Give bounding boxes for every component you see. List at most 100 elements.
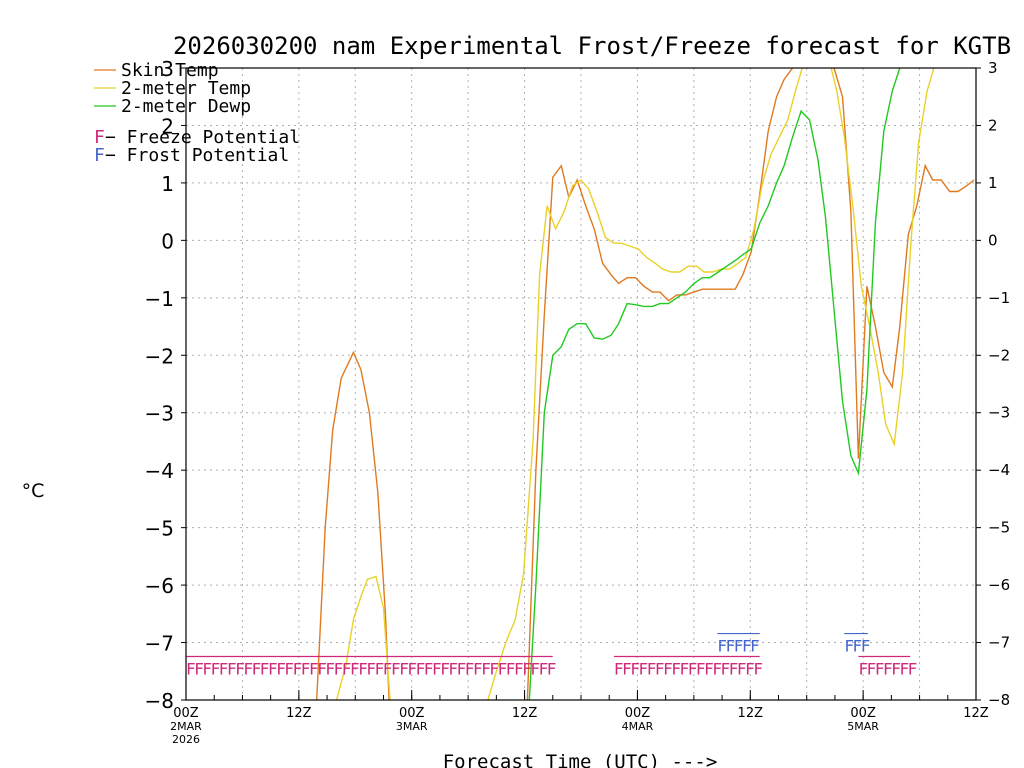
y-tick-label-right: 0 — [988, 231, 998, 249]
freeze-marker: F — [514, 660, 524, 679]
x-tick-label: 12Z — [512, 706, 538, 721]
legend-label: 2-meter Dewp — [121, 96, 251, 117]
freeze-marker: F — [481, 660, 491, 679]
x-tick-label: 12Z — [963, 706, 989, 721]
x-tick-date: 2MAR — [170, 720, 202, 733]
freeze-marker: F — [745, 660, 755, 679]
legend-label: Skin Temp — [121, 60, 219, 81]
freeze-marker: F — [284, 660, 294, 679]
freeze-marker: F — [737, 660, 747, 679]
frost-marker: F — [853, 637, 863, 656]
freeze-marker: F — [899, 660, 909, 679]
freeze-marker: F — [399, 660, 409, 679]
y-tick-label-right: 2 — [988, 116, 998, 134]
axes: −8 −8 −7 −7 −6 −6 −5 −5 −4 −4 −3 −3 −2 −2 −1 −1 0 0 1 1 2 2 3 3… — [145, 57, 1011, 746]
freeze-marker: F — [891, 660, 901, 679]
y-tick-label-left: −8 — [145, 689, 174, 713]
legend-label: 2-meter Temp — [121, 78, 251, 99]
freeze-marker: F — [252, 660, 262, 679]
freeze-marker: F — [655, 660, 665, 679]
freeze-marker: F — [875, 660, 885, 679]
legend-potential-symbol: F — [94, 145, 105, 166]
y-tick-label-left: −6 — [145, 574, 174, 598]
freeze-marker: F — [858, 660, 868, 679]
legend-potential-label: − Frost Potential — [105, 145, 289, 166]
x-tick-year: 2026 — [172, 733, 200, 746]
freeze-marker: F — [301, 660, 311, 679]
freeze-marker: F — [883, 660, 893, 679]
potential-markers: FFFFFFFFFFFFFFFFFFFFFFFFFFFFFFFFFFFFFFFF… — [186, 632, 917, 679]
legend-potential-label: − Freeze Potential — [105, 127, 300, 148]
y-tick-label-right: −6 — [988, 576, 1010, 594]
series-line-2-meter-temp — [487, 68, 935, 700]
x-tick-date: 3MAR — [396, 720, 428, 733]
y-tick-label-right: 1 — [988, 174, 998, 192]
freeze-marker: F — [465, 660, 475, 679]
series-line-skin-temp — [316, 350, 390, 700]
plot-border — [185, 67, 977, 701]
frost-marker: F — [750, 637, 760, 656]
freeze-marker: F — [358, 660, 368, 679]
grid — [185, 67, 977, 701]
frost-marker: F — [844, 637, 854, 656]
series-line-skin-temp — [526, 68, 975, 700]
freeze-marker: F — [375, 660, 385, 679]
freeze-marker: F — [424, 660, 434, 679]
frost-marker: F — [726, 637, 736, 656]
frost-marker: F — [717, 637, 727, 656]
y-tick-label-left: −2 — [145, 344, 174, 368]
freeze-marker: F — [366, 660, 376, 679]
y-tick-label-left: −5 — [145, 517, 174, 541]
freeze-marker: F — [539, 660, 549, 679]
freeze-marker: F — [350, 660, 360, 679]
freeze-marker: F — [440, 660, 450, 679]
frost-marker: F — [861, 637, 871, 656]
freeze-marker: F — [268, 660, 278, 679]
chart-title: 2026030200 nam Experimental Frost/Freeze… — [173, 32, 1011, 60]
freeze-marker: F — [712, 660, 722, 679]
freeze-marker: F — [622, 660, 632, 679]
y-tick-label-left: −7 — [145, 632, 174, 656]
freeze-marker: F — [506, 660, 516, 679]
y-tick-label-right: −3 — [988, 404, 1010, 422]
freeze-marker: F — [243, 660, 253, 679]
freeze-marker: F — [416, 660, 426, 679]
freeze-marker: F — [276, 660, 286, 679]
series-lines — [316, 68, 975, 700]
freeze-marker: F — [663, 660, 673, 679]
y-tick-label-left: 3 — [161, 57, 174, 81]
freeze-marker: F — [383, 660, 393, 679]
y-tick-label-left: 1 — [161, 172, 174, 196]
series-line-2-meter-temp — [335, 575, 391, 700]
legend-potential-symbol: F — [94, 127, 105, 148]
freeze-marker: F — [432, 660, 442, 679]
y-tick-label-right: 3 — [988, 59, 998, 77]
freeze-marker: F — [186, 660, 196, 679]
freeze-marker: F — [334, 660, 344, 679]
x-tick-date: 5MAR — [847, 720, 879, 733]
freeze-marker: F — [407, 660, 417, 679]
y-tick-label-right: −7 — [988, 634, 1010, 652]
freeze-marker: F — [498, 660, 508, 679]
freeze-marker: F — [729, 660, 739, 679]
x-tick-date: 4MAR — [622, 720, 654, 733]
freeze-marker: F — [630, 660, 640, 679]
freeze-marker: F — [309, 660, 319, 679]
frost-marker: F — [734, 637, 744, 656]
freeze-marker: F — [317, 660, 327, 679]
freeze-marker: F — [647, 660, 657, 679]
freeze-marker: F — [219, 660, 229, 679]
freeze-marker: F — [202, 660, 212, 679]
freeze-marker: F — [489, 660, 499, 679]
freeze-marker: F — [614, 660, 624, 679]
freeze-marker: F — [227, 660, 237, 679]
frost-marker: F — [742, 637, 752, 656]
freeze-marker: F — [235, 660, 245, 679]
freeze-marker: F — [704, 660, 714, 679]
x-tick-label: 00Z — [850, 706, 876, 721]
freeze-marker: F — [448, 660, 458, 679]
freeze-marker: F — [325, 660, 335, 679]
freeze-marker: F — [211, 660, 221, 679]
x-tick-label: 00Z — [173, 706, 199, 721]
